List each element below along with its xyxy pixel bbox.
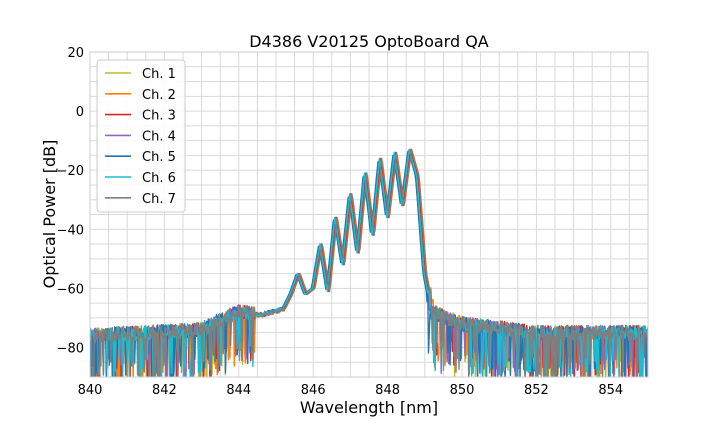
x-tick-label: 844 — [226, 383, 251, 398]
plot-frame — [89, 51, 649, 378]
legend: Ch. 1 Ch. 2 Ch. 3 Ch. 4 Ch. 5 Ch. 6 Ch. 7 — [96, 59, 186, 213]
y-tick-label: −60 — [57, 282, 84, 297]
chart-title: D4386 V20125 OptoBoard QA — [249, 32, 489, 51]
x-tick-label: 840 — [78, 383, 103, 398]
legend-label: Ch. 6 — [142, 171, 176, 186]
legend-box — [96, 59, 186, 213]
legend-label: Ch. 7 — [142, 192, 176, 207]
x-axis-label: Wavelength [nm] — [300, 398, 438, 417]
y-tick-label: −40 — [57, 223, 84, 238]
x-tick-label: 852 — [524, 383, 549, 398]
legend-label: Ch. 2 — [142, 88, 176, 103]
x-tick-label: 850 — [450, 383, 475, 398]
legend-label: Ch. 4 — [142, 129, 176, 144]
x-tick-label: 854 — [598, 383, 623, 398]
y-ticks: −80 −60 −40 −20 0 20 — [57, 46, 84, 356]
x-tick-label: 846 — [301, 383, 326, 398]
y-tick-label: −80 — [57, 341, 84, 356]
legend-label: Ch. 5 — [142, 150, 176, 165]
x-tick-label: 842 — [152, 383, 177, 398]
legend-label: Ch. 1 — [142, 67, 176, 82]
y-tick-label: 20 — [67, 46, 84, 61]
series-line-ch7 — [90, 148, 648, 377]
plot-area — [90, 148, 648, 377]
legend-label: Ch. 3 — [142, 109, 176, 124]
y-tick-label: 0 — [76, 105, 84, 120]
x-tick-label: 848 — [375, 383, 400, 398]
y-axis-label: Optical Power [dB] — [40, 140, 59, 289]
x-ticks: 840 842 844 846 848 850 852 854 — [78, 383, 624, 398]
y-tick-label: −20 — [57, 164, 84, 179]
